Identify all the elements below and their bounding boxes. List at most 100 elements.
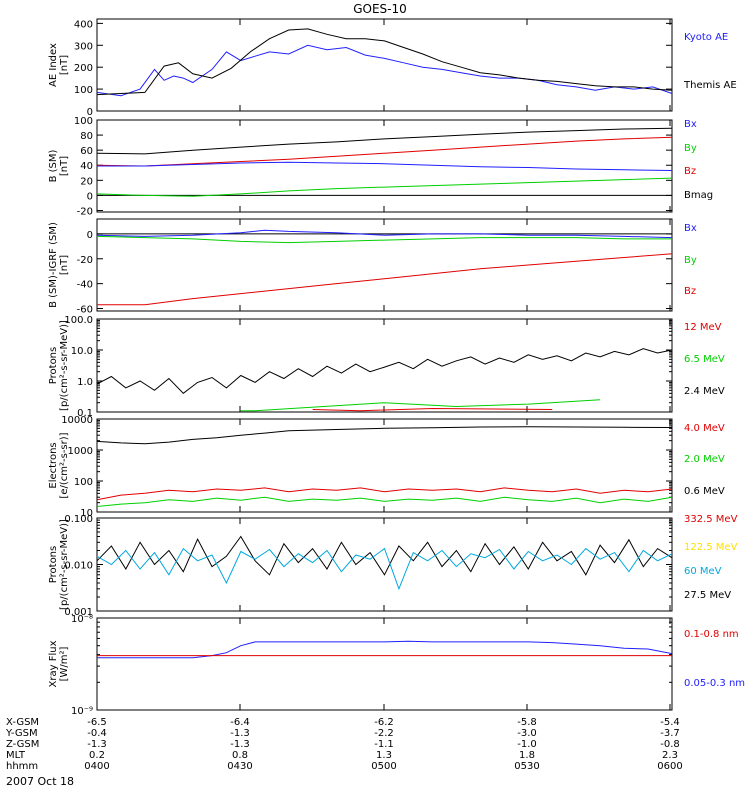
ephemeris-value: -1.3 xyxy=(87,739,107,750)
y-axis-label: B (SM)-IGRF (SM)[nT] xyxy=(48,222,70,308)
series-2-0-mev xyxy=(96,496,673,507)
ephemeris-value: 2.3 xyxy=(662,750,678,761)
ephemeris-table: X-GSM -6.5 -6.4 -6.2 -5.8 -5.4Y-GSM -0.4 -1.3 -2… xyxy=(5,717,683,772)
legend-entry: Bmag xyxy=(684,190,713,201)
y-axis-label-line: [e/(cm²-s-sr)] xyxy=(59,432,70,498)
legend-entry: 27.5 MeV xyxy=(684,590,731,601)
ephemeris-value: 0500 xyxy=(371,761,396,772)
legend-entry: Bz xyxy=(684,286,696,297)
series-bmag xyxy=(96,127,673,155)
y-axis-label-line: [p/(cm²-s-sr-MeV)] xyxy=(59,519,70,610)
panel-2: -20 0 20 40 60 80 100 B (SM)[nT] Bx By Bz Bmag xyxy=(48,116,713,217)
y-tick-label: -60 xyxy=(77,305,93,316)
legend-entry: Bz xyxy=(684,166,696,177)
y-tick-label: 0.010 xyxy=(64,561,93,572)
series-bx xyxy=(96,229,673,239)
series-bz xyxy=(97,253,673,306)
y-axis-label-line: B (SM)-IGRF (SM) xyxy=(48,222,59,308)
ephemeris-row-label: X-GSM xyxy=(6,717,39,728)
panel-frame xyxy=(96,119,673,213)
legend-entry: Bx xyxy=(684,223,697,234)
series-6-5-mev xyxy=(240,399,601,412)
ephemeris-value: 1.8 xyxy=(519,750,535,761)
y-tick-label: 1.0 xyxy=(77,377,93,388)
panel-7: 10⁻⁹ 10⁻⁸ Xray Flux[W/m²] 0.1-0.8 nm 0.05-0.… xyxy=(48,614,745,717)
figure-title: GOES-10 xyxy=(353,2,407,16)
ephemeris-value: -1.3 xyxy=(230,728,250,739)
series-bz xyxy=(96,136,673,167)
legend-entry: 332.5 MeV xyxy=(684,514,738,525)
panel-1: 0 100 200 300 400 AE Index[nT] Kyoto AE Themis … xyxy=(48,18,737,118)
y-axis-label-line: Protons xyxy=(48,546,59,583)
y-tick-label: 400 xyxy=(74,19,93,30)
panel-6: 0.001 0.010 0.100 Protons[p/(cm²-s-sr-MeV)]… xyxy=(48,514,738,618)
series-0-6-mev xyxy=(96,426,673,445)
legend-entry: By xyxy=(684,143,697,154)
series-bx xyxy=(97,161,673,171)
legend-entry: 2.4 MeV xyxy=(684,386,725,397)
series-60-mev xyxy=(96,547,673,591)
panel-frame xyxy=(96,218,673,312)
legend-entry: 0.05-0.3 nm xyxy=(684,678,745,689)
ephemeris-value: -5.4 xyxy=(660,717,680,728)
panel-frame xyxy=(96,318,673,413)
y-tick-label: 200 xyxy=(74,63,93,74)
ephemeris-row-label: Y-GSM xyxy=(5,728,38,739)
y-tick-label: 10 xyxy=(80,508,93,519)
y-axis-label-line: [nT] xyxy=(59,156,70,176)
y-tick-label: 10000 xyxy=(61,415,93,426)
ephemeris-value: -6.4 xyxy=(230,717,250,728)
y-tick-label: -20 xyxy=(77,206,93,217)
y-tick-label: 0.1 xyxy=(77,408,93,419)
legend-entry: 6.5 MeV xyxy=(684,354,725,365)
legend-entry: Kyoto AE xyxy=(684,32,728,43)
y-axis-label-line: Xray Flux xyxy=(48,640,59,687)
y-axis-label-line: AE Index xyxy=(48,43,59,87)
legend-entry: 122.5 MeV xyxy=(684,542,738,553)
y-tick-label: 100 xyxy=(74,477,93,488)
y-axis-label-line: B (SM) xyxy=(48,149,59,182)
panel-frame xyxy=(96,517,673,612)
ephemeris-value: 1.3 xyxy=(376,750,392,761)
ephemeris-row-label: Z-GSM xyxy=(6,739,39,750)
ephemeris-value: -2.2 xyxy=(374,728,394,739)
legend-entry: Themis AE xyxy=(683,80,737,91)
ephemeris-value: -6.2 xyxy=(374,717,394,728)
series-themis-ae xyxy=(96,28,673,96)
series-kyoto-ae xyxy=(96,44,673,97)
y-tick-label: -40 xyxy=(77,280,93,291)
y-axis-label-line: [nT] xyxy=(59,55,70,75)
y-tick-label: 10⁻⁹ xyxy=(71,706,93,717)
y-axis-label: B (SM)[nT] xyxy=(48,149,70,182)
ephemeris-value: -0.8 xyxy=(660,739,680,750)
y-axis-label-line: [W/m²] xyxy=(59,646,70,681)
legend-entry: 0.1-0.8 nm xyxy=(684,629,739,640)
y-tick-label: 60 xyxy=(80,146,93,157)
panel-frame xyxy=(96,418,673,513)
series-27-5-mev xyxy=(96,535,673,576)
legend-entry: 12 MeV xyxy=(684,322,722,333)
y-tick-label: 40 xyxy=(80,161,93,172)
ephemeris-value: -1.1 xyxy=(374,739,394,750)
y-tick-label: 0.100 xyxy=(64,514,93,525)
ephemeris-value: 0400 xyxy=(84,761,109,772)
y-tick-label: 0.001 xyxy=(64,607,93,618)
y-tick-label: 0 xyxy=(87,107,93,118)
y-tick-label: 20 xyxy=(80,176,93,187)
y-tick-label: 100 xyxy=(74,85,93,96)
ephemeris-value: -1.3 xyxy=(230,739,250,750)
ephemeris-value: 0600 xyxy=(657,761,682,772)
panel-3: -60 -40 -20 0 B (SM)-IGRF (SM)[nT] Bx By Bz xyxy=(48,218,697,316)
y-axis-label-line: [nT] xyxy=(59,255,70,275)
y-tick-label: 80 xyxy=(80,131,93,142)
panel-5: 10 100 1000 10000 Electrons[e/(cm²-s-sr)] 4.0… xyxy=(48,415,725,519)
ephemeris-value: -0.4 xyxy=(87,728,107,739)
series-12-mev xyxy=(312,407,553,412)
panel-frame xyxy=(96,617,673,711)
y-tick-label: 1000 xyxy=(68,446,93,457)
y-tick-label: 300 xyxy=(74,41,93,52)
y-tick-label: -20 xyxy=(77,255,93,266)
y-axis-label-line: Protons xyxy=(48,347,59,384)
y-tick-label: 100 xyxy=(74,116,93,127)
